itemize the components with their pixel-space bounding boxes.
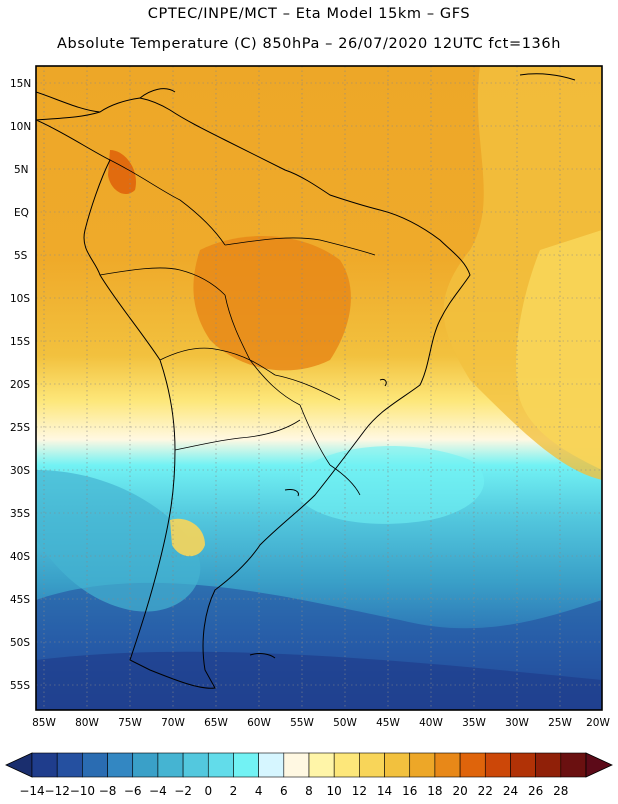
- colorbar-swatch: [107, 752, 134, 778]
- colorbar-swatch: [434, 752, 461, 778]
- colorbar-swatch: [459, 752, 486, 778]
- colorbar-label: 14: [377, 784, 392, 798]
- colorbar-swatch: [258, 752, 285, 778]
- colorbar-swatch: [182, 752, 209, 778]
- colorbar-label: −4: [149, 784, 167, 798]
- colorbar-swatch: [359, 752, 385, 778]
- colorbar-label: 20: [452, 784, 467, 798]
- lon-label: 75W: [118, 717, 142, 729]
- lon-label: 65W: [204, 717, 228, 729]
- colorbar-over-arrow: [585, 752, 613, 778]
- lat-label: 10N: [10, 121, 31, 133]
- lat-label: 15N: [10, 78, 31, 90]
- colorbar-swatch: [560, 752, 587, 778]
- colorbar-swatch: [31, 752, 58, 778]
- grid-lines: [36, 66, 602, 710]
- colorbar-swatch: [207, 752, 234, 778]
- lat-label: 5S: [14, 250, 28, 262]
- lon-label: 25W: [548, 717, 572, 729]
- coastlines: [36, 73, 576, 689]
- lon-label: 80W: [75, 717, 99, 729]
- lon-label: 60W: [247, 717, 271, 729]
- lon-label: 35W: [462, 717, 486, 729]
- colorbar-label: 18: [427, 784, 442, 798]
- lon-label: 30W: [505, 717, 529, 729]
- colorbar-label: −14: [19, 784, 44, 798]
- colorbar-label: 8: [305, 784, 313, 798]
- colorbar-swatch: [82, 752, 108, 778]
- colorbar-label: 10: [327, 784, 342, 798]
- colorbar-swatch: [409, 752, 436, 778]
- colorbar-label: 26: [528, 784, 543, 798]
- colorbar-swatch: [333, 752, 360, 778]
- lat-label: 55S: [10, 680, 30, 692]
- colorbar-label: −8: [99, 784, 117, 798]
- colorbar-swatch: [233, 752, 259, 778]
- longitude-labels: 85W 80W 75W 70W 65W 60W 55W 50W 45W 40W …: [32, 717, 610, 729]
- lat-label: EQ: [14, 207, 29, 219]
- colorbar-swatch: [283, 752, 310, 778]
- colorbar-label: 16: [402, 784, 417, 798]
- lat-label: 30S: [10, 465, 30, 477]
- colorbar-under-arrow: [5, 752, 33, 778]
- lat-label: 10S: [10, 293, 30, 305]
- colorbar-swatch: [157, 752, 184, 778]
- lat-label: 20S: [10, 379, 30, 391]
- colorbar-label: 2: [230, 784, 238, 798]
- lat-label: 35S: [10, 508, 30, 520]
- lon-label: 85W: [32, 717, 56, 729]
- colorbar-swatch: [308, 752, 335, 778]
- colorbar-swatch: [510, 752, 536, 778]
- colorbar-swatch: [56, 752, 83, 778]
- lon-label: 40W: [419, 717, 443, 729]
- colorbar-label: 24: [503, 784, 518, 798]
- lat-label: 50S: [10, 637, 30, 649]
- colorbar-label: 6: [280, 784, 288, 798]
- chart-title-line2: Absolute Temperature (C) 850hPa – 26/07/…: [57, 36, 561, 52]
- colorbar-label: −10: [70, 784, 95, 798]
- temperature-field: [36, 66, 602, 710]
- chart-title-line1: CPTEC/INPE/MCT – Eta Model 15km – GFS: [147, 6, 471, 22]
- colorbar: −14 −12 −10 −8 −6 −4 −2 0 2 4 6 8 10 12 14 16 18 20 22 24 26…: [5, 752, 613, 798]
- colorbar-label: 28: [553, 784, 568, 798]
- lat-label: 25S: [10, 422, 30, 434]
- colorbar-swatch: [132, 752, 159, 778]
- lat-label: 5N: [14, 164, 29, 176]
- lat-label: 45S: [10, 594, 30, 606]
- lon-label: 20W: [586, 717, 610, 729]
- colorbar-label: 0: [204, 784, 212, 798]
- lon-label: 70W: [161, 717, 185, 729]
- colorbar-swatch: [535, 752, 562, 778]
- country-borders: [99, 159, 376, 496]
- colorbar-swatch: [384, 752, 411, 778]
- colorbar-label: 22: [478, 784, 493, 798]
- colorbar-label: −6: [124, 784, 142, 798]
- lat-label: 15S: [10, 336, 30, 348]
- colorbar-label: −12: [45, 784, 70, 798]
- lon-label: 45W: [376, 717, 400, 729]
- lon-label: 50W: [333, 717, 357, 729]
- lat-label: 40S: [10, 551, 30, 563]
- lon-label: 55W: [290, 717, 314, 729]
- colorbar-swatch: [484, 752, 511, 778]
- colorbar-label: −2: [174, 784, 192, 798]
- colorbar-label: 4: [255, 784, 263, 798]
- latitude-labels: 15N 10N 5N EQ 5S 10S 15S 20S 25S 30S 35S…: [10, 78, 31, 692]
- colorbar-label: 12: [352, 784, 367, 798]
- map-frame: [35, 65, 603, 711]
